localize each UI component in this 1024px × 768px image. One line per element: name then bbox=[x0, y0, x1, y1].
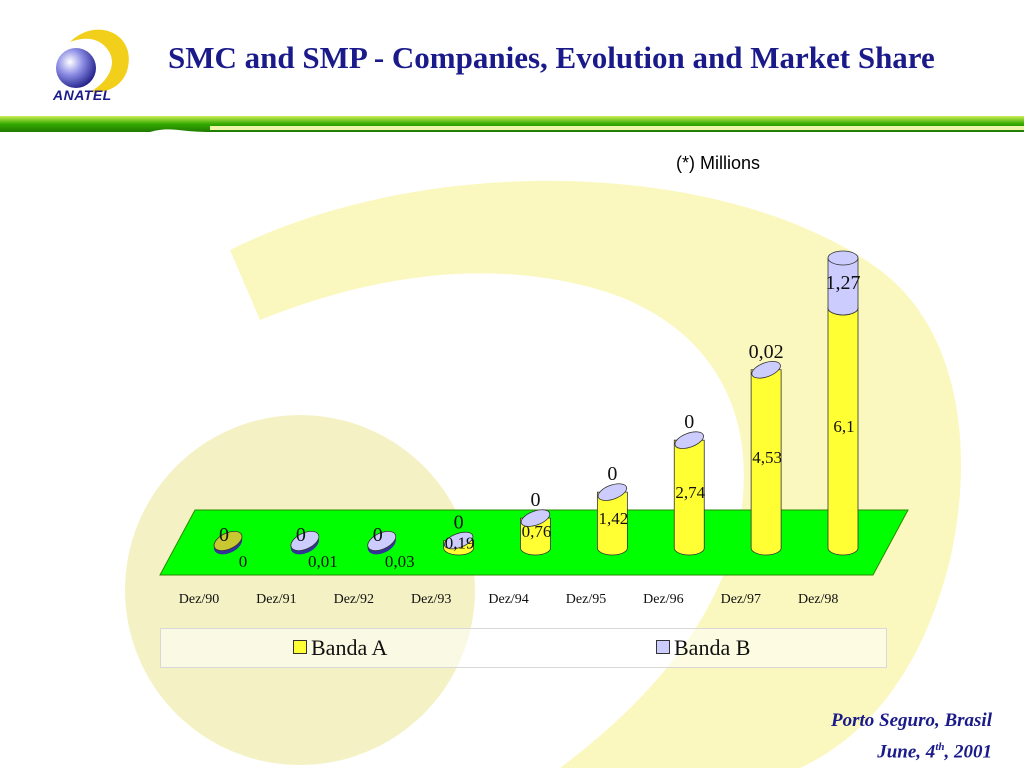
bar-banda-a-4 bbox=[520, 509, 551, 556]
data-label-banda-a-1: 0,01 bbox=[308, 552, 338, 571]
data-label-banda-b-0: 0 bbox=[219, 524, 229, 546]
data-label-banda-a-6: 2,74 bbox=[675, 483, 705, 502]
footer-location-date: Porto Seguro, Brasil June, 4th, 2001 bbox=[831, 707, 992, 765]
data-label-banda-b-1: 0 bbox=[296, 524, 306, 546]
background-circle bbox=[125, 415, 475, 765]
bar-banda-a-5 bbox=[596, 483, 628, 556]
bar-disc-2 bbox=[367, 530, 397, 555]
bar-banda-a-6 bbox=[673, 431, 705, 556]
data-label-banda-a-7: 4,53 bbox=[752, 448, 782, 467]
bar-banda-a-3 bbox=[443, 531, 475, 556]
legend-label-banda-a: Banda A bbox=[311, 635, 388, 660]
data-label-banda-a-2: 0,03 bbox=[385, 552, 415, 571]
legend-swatch-banda-b bbox=[656, 640, 670, 654]
data-label-banda-a-4: 0,76 bbox=[522, 522, 552, 541]
data-label-banda-a-5: 1,42 bbox=[599, 509, 629, 528]
data-label-banda-a-3: 0,19 bbox=[445, 533, 475, 552]
data-label-banda-b-3: 0 bbox=[454, 512, 464, 534]
x-tick-label-2: Dez/92 bbox=[334, 592, 374, 607]
x-tick-label-4: Dez/94 bbox=[488, 592, 528, 607]
legend-item-banda-a: Banda A bbox=[293, 637, 387, 659]
data-label-banda-b-8: 1,27 bbox=[826, 272, 861, 294]
data-label-banda-b-5: 0 bbox=[607, 463, 617, 485]
legend-item-banda-b: Banda B bbox=[656, 637, 750, 659]
x-tick-label-0: Dez/90 bbox=[179, 592, 219, 607]
data-label-banda-a-0: 0 bbox=[239, 552, 248, 571]
data-label-banda-b-2: 0 bbox=[373, 524, 383, 546]
x-tick-label-6: Dez/96 bbox=[643, 592, 683, 607]
footer-location: Porto Seguro, Brasil bbox=[830, 710, 992, 731]
footer-date: June, 4th, 2001 bbox=[877, 741, 992, 763]
data-label-banda-a-8: 6,1 bbox=[833, 417, 854, 436]
x-tick-label-3: Dez/93 bbox=[411, 592, 451, 607]
chart-legend: Banda A Banda B bbox=[160, 628, 887, 668]
bar-disc-1 bbox=[290, 530, 320, 555]
data-label-banda-b-6: 0 bbox=[684, 411, 694, 433]
data-label-banda-b-4: 0 bbox=[531, 489, 541, 511]
anatel-logo-icon bbox=[56, 29, 129, 93]
x-tick-label-1: Dez/91 bbox=[256, 592, 296, 607]
units-note: (*) Millions bbox=[676, 153, 761, 173]
bar-banda-a-7 bbox=[750, 361, 782, 556]
bar-banda-b-8 bbox=[827, 250, 859, 316]
legend-label-banda-b: Banda B bbox=[674, 635, 751, 660]
logo-text: ANATEL bbox=[53, 87, 112, 103]
x-tick-label-8: Dez/98 bbox=[798, 592, 838, 607]
legend-swatch-banda-a bbox=[293, 640, 307, 654]
x-tick-label-5: Dez/95 bbox=[566, 592, 606, 607]
x-tick-label-7: Dez/97 bbox=[721, 592, 761, 607]
header-divider bbox=[0, 116, 1024, 132]
page-title: SMC and SMP - Companies, Evolution and M… bbox=[168, 40, 935, 75]
data-label-banda-b-7: 0,02 bbox=[749, 341, 784, 363]
bar-disc-0 bbox=[213, 530, 243, 555]
background-swoosh bbox=[230, 180, 961, 768]
